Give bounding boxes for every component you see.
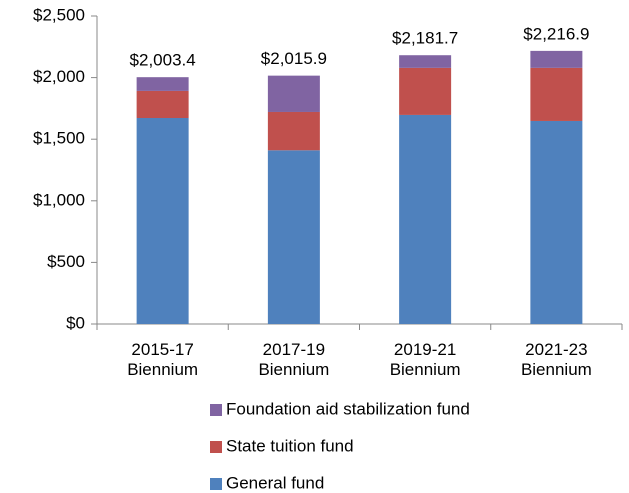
legend-swatch xyxy=(210,404,222,416)
total-label: $2,003.4 xyxy=(130,51,196,70)
y-tick-label: $2,000 xyxy=(33,67,85,86)
x-tick-label: 2019-21 Biennium xyxy=(389,340,461,379)
legend-swatch xyxy=(210,478,222,490)
bar-segment xyxy=(399,67,452,115)
bar-segment xyxy=(267,75,320,112)
bar-segment xyxy=(530,120,583,324)
bar-segment xyxy=(530,50,583,68)
legend-label: State tuition fund xyxy=(226,436,354,455)
legend-label: Foundation aid stabilization fund xyxy=(226,399,470,418)
y-tick-label: $0 xyxy=(66,313,85,332)
bar-segment xyxy=(530,67,583,121)
legend-swatch xyxy=(210,441,222,453)
total-label: $2,015.9 xyxy=(261,49,327,68)
y-tick-label: $1,500 xyxy=(33,129,85,148)
x-tick-label: 2021-23 Biennium xyxy=(520,340,592,379)
y-tick-label: $1,000 xyxy=(33,190,85,209)
total-label: $2,181.7 xyxy=(392,29,458,48)
total-label: $2,216.9 xyxy=(523,24,589,43)
bar-segment xyxy=(136,118,189,324)
x-tick-label: 2015-17 Biennium xyxy=(127,340,199,379)
bar-segment xyxy=(136,77,189,91)
y-tick-label: $500 xyxy=(47,252,85,271)
bar-segment xyxy=(267,111,320,151)
bar-segment xyxy=(267,150,320,324)
bar-segment xyxy=(136,90,189,119)
x-tick-label: 2017-19 Biennium xyxy=(258,340,330,379)
legend-label: General fund xyxy=(226,473,324,492)
y-tick-label: $2,500 xyxy=(33,5,85,24)
bar-segment xyxy=(399,114,452,325)
bar-segment xyxy=(399,55,452,68)
